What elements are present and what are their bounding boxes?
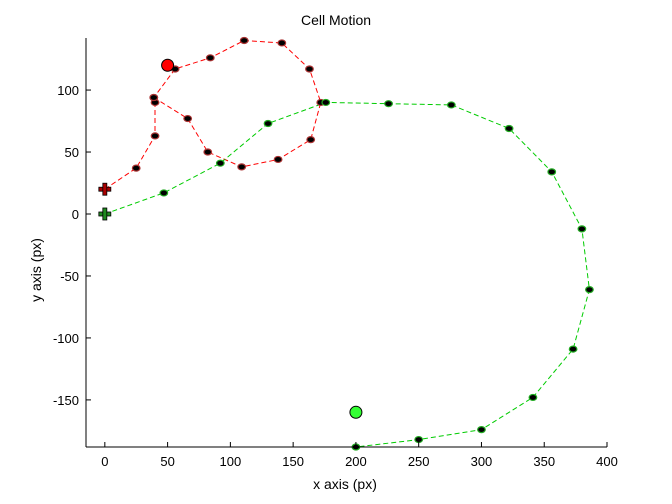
y-tick-label: 0 <box>72 207 79 222</box>
red-track-line <box>104 39 322 190</box>
chart-title: Cell Motion <box>300 12 372 28</box>
green-track-point <box>585 285 594 294</box>
green-track-point <box>215 159 225 167</box>
red-track-point <box>239 36 249 45</box>
marker-layer <box>98 36 594 451</box>
x-tick-label: 150 <box>282 454 304 469</box>
red-track-point <box>306 136 316 144</box>
y-tick-label: -100 <box>53 331 79 346</box>
tick-layer: 0 50 100 150 200 250 300 350 400 100 50 0 -50 -100 -15… <box>53 83 618 469</box>
x-tick-label: 400 <box>596 454 618 469</box>
red-track-point <box>150 132 160 140</box>
x-tick-label: 250 <box>408 454 430 469</box>
green-track-line <box>104 101 590 448</box>
green-track-point <box>159 189 169 197</box>
red-track-point <box>183 114 193 123</box>
axes-background <box>86 38 607 447</box>
green-track-point <box>446 101 456 109</box>
x-tick-label: 0 <box>101 454 108 469</box>
y-tick-label: 50 <box>65 145 79 160</box>
series-layer <box>104 39 590 448</box>
red-end-marker <box>161 58 175 72</box>
y-axis-label: y axis (px) <box>28 238 44 302</box>
green-track-point <box>547 168 557 176</box>
green-track-point <box>414 435 424 444</box>
y-tick-label: 100 <box>57 83 79 98</box>
green-end-marker <box>349 405 363 419</box>
red-track-point <box>131 164 141 172</box>
red-track-point <box>305 65 314 73</box>
red-track-point <box>237 163 247 171</box>
green-track-point <box>528 393 538 402</box>
red-track-point <box>149 93 159 102</box>
x-tick-label: 350 <box>533 454 555 469</box>
green-track-point <box>263 119 273 128</box>
y-tick-label: -150 <box>53 393 79 408</box>
y-tick-label: -50 <box>60 269 79 284</box>
green-track-point <box>504 124 514 133</box>
green-start-marker <box>98 207 112 221</box>
x-tick-label: 200 <box>345 454 367 469</box>
green-track-point <box>477 426 486 434</box>
red-track-point <box>205 54 215 62</box>
red-track-point <box>277 39 287 47</box>
green-track-point <box>384 100 393 108</box>
x-tick-label: 300 <box>471 454 493 469</box>
red-track-point <box>273 155 283 164</box>
red-track-point <box>203 148 213 156</box>
x-axis-label: x axis (px) <box>313 476 377 492</box>
green-track-point <box>321 98 331 107</box>
x-tick-label: 100 <box>220 454 242 469</box>
red-start-marker <box>98 182 112 196</box>
green-track-point <box>568 345 578 353</box>
x-tick-label: 50 <box>160 454 174 469</box>
green-track-point <box>577 225 587 233</box>
